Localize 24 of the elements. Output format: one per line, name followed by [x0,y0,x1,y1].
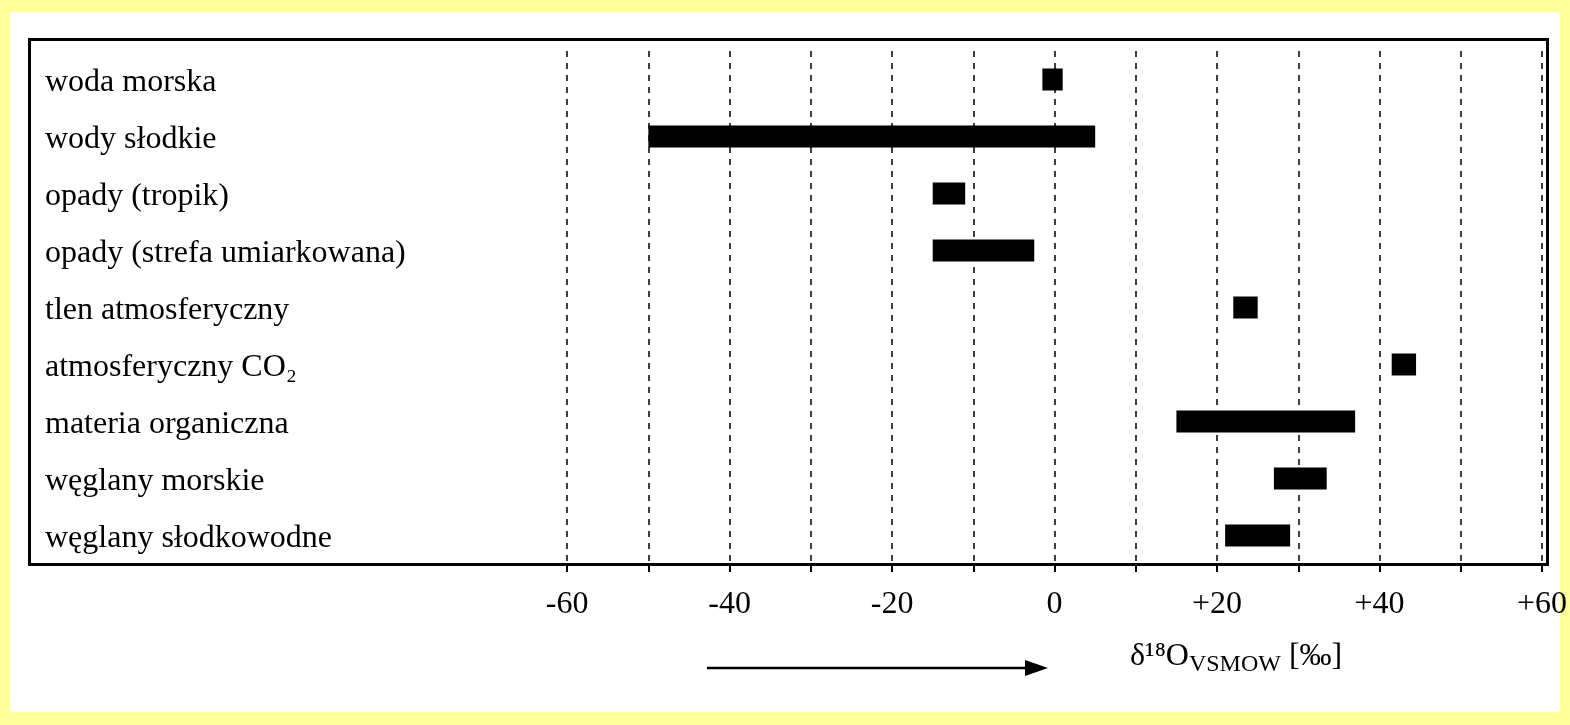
bar [932,182,966,205]
y-tick-label: wody słodkie [45,118,217,155]
y-tick-label: woda morska [45,61,217,98]
y-tick-label: węglany morskie [45,460,265,497]
y-tick-label: materia organiczna [45,403,289,440]
bar [1233,296,1258,319]
x-tick-label: 0 [1046,584,1063,620]
y-tick-label: tlen atmosferyczny [45,289,290,326]
x-tick-label: -40 [708,584,751,620]
y-tick-label: opady (strefa umiarkowana) [45,232,406,269]
bar [1225,524,1291,547]
bar [1391,353,1417,376]
x-axis-title: δ¹⁸O$_{VSMOW}$ [‰] [1130,636,1343,677]
bar [1176,410,1356,433]
y-tick-label: węglany słodkowodne [45,517,333,554]
bar [1273,467,1327,490]
x-tick-label: +20 [1192,584,1243,620]
x-tick-label: -60 [545,584,589,620]
x-tick-label: +40 [1354,584,1405,620]
x-tick-label: +60 [1516,584,1567,620]
y-tick-label: opady (tropik) [45,175,229,212]
bar [932,239,1035,262]
y-tick-label: atmosferyczny CO₂ [45,346,297,383]
x-tick-label: -20 [870,584,914,620]
